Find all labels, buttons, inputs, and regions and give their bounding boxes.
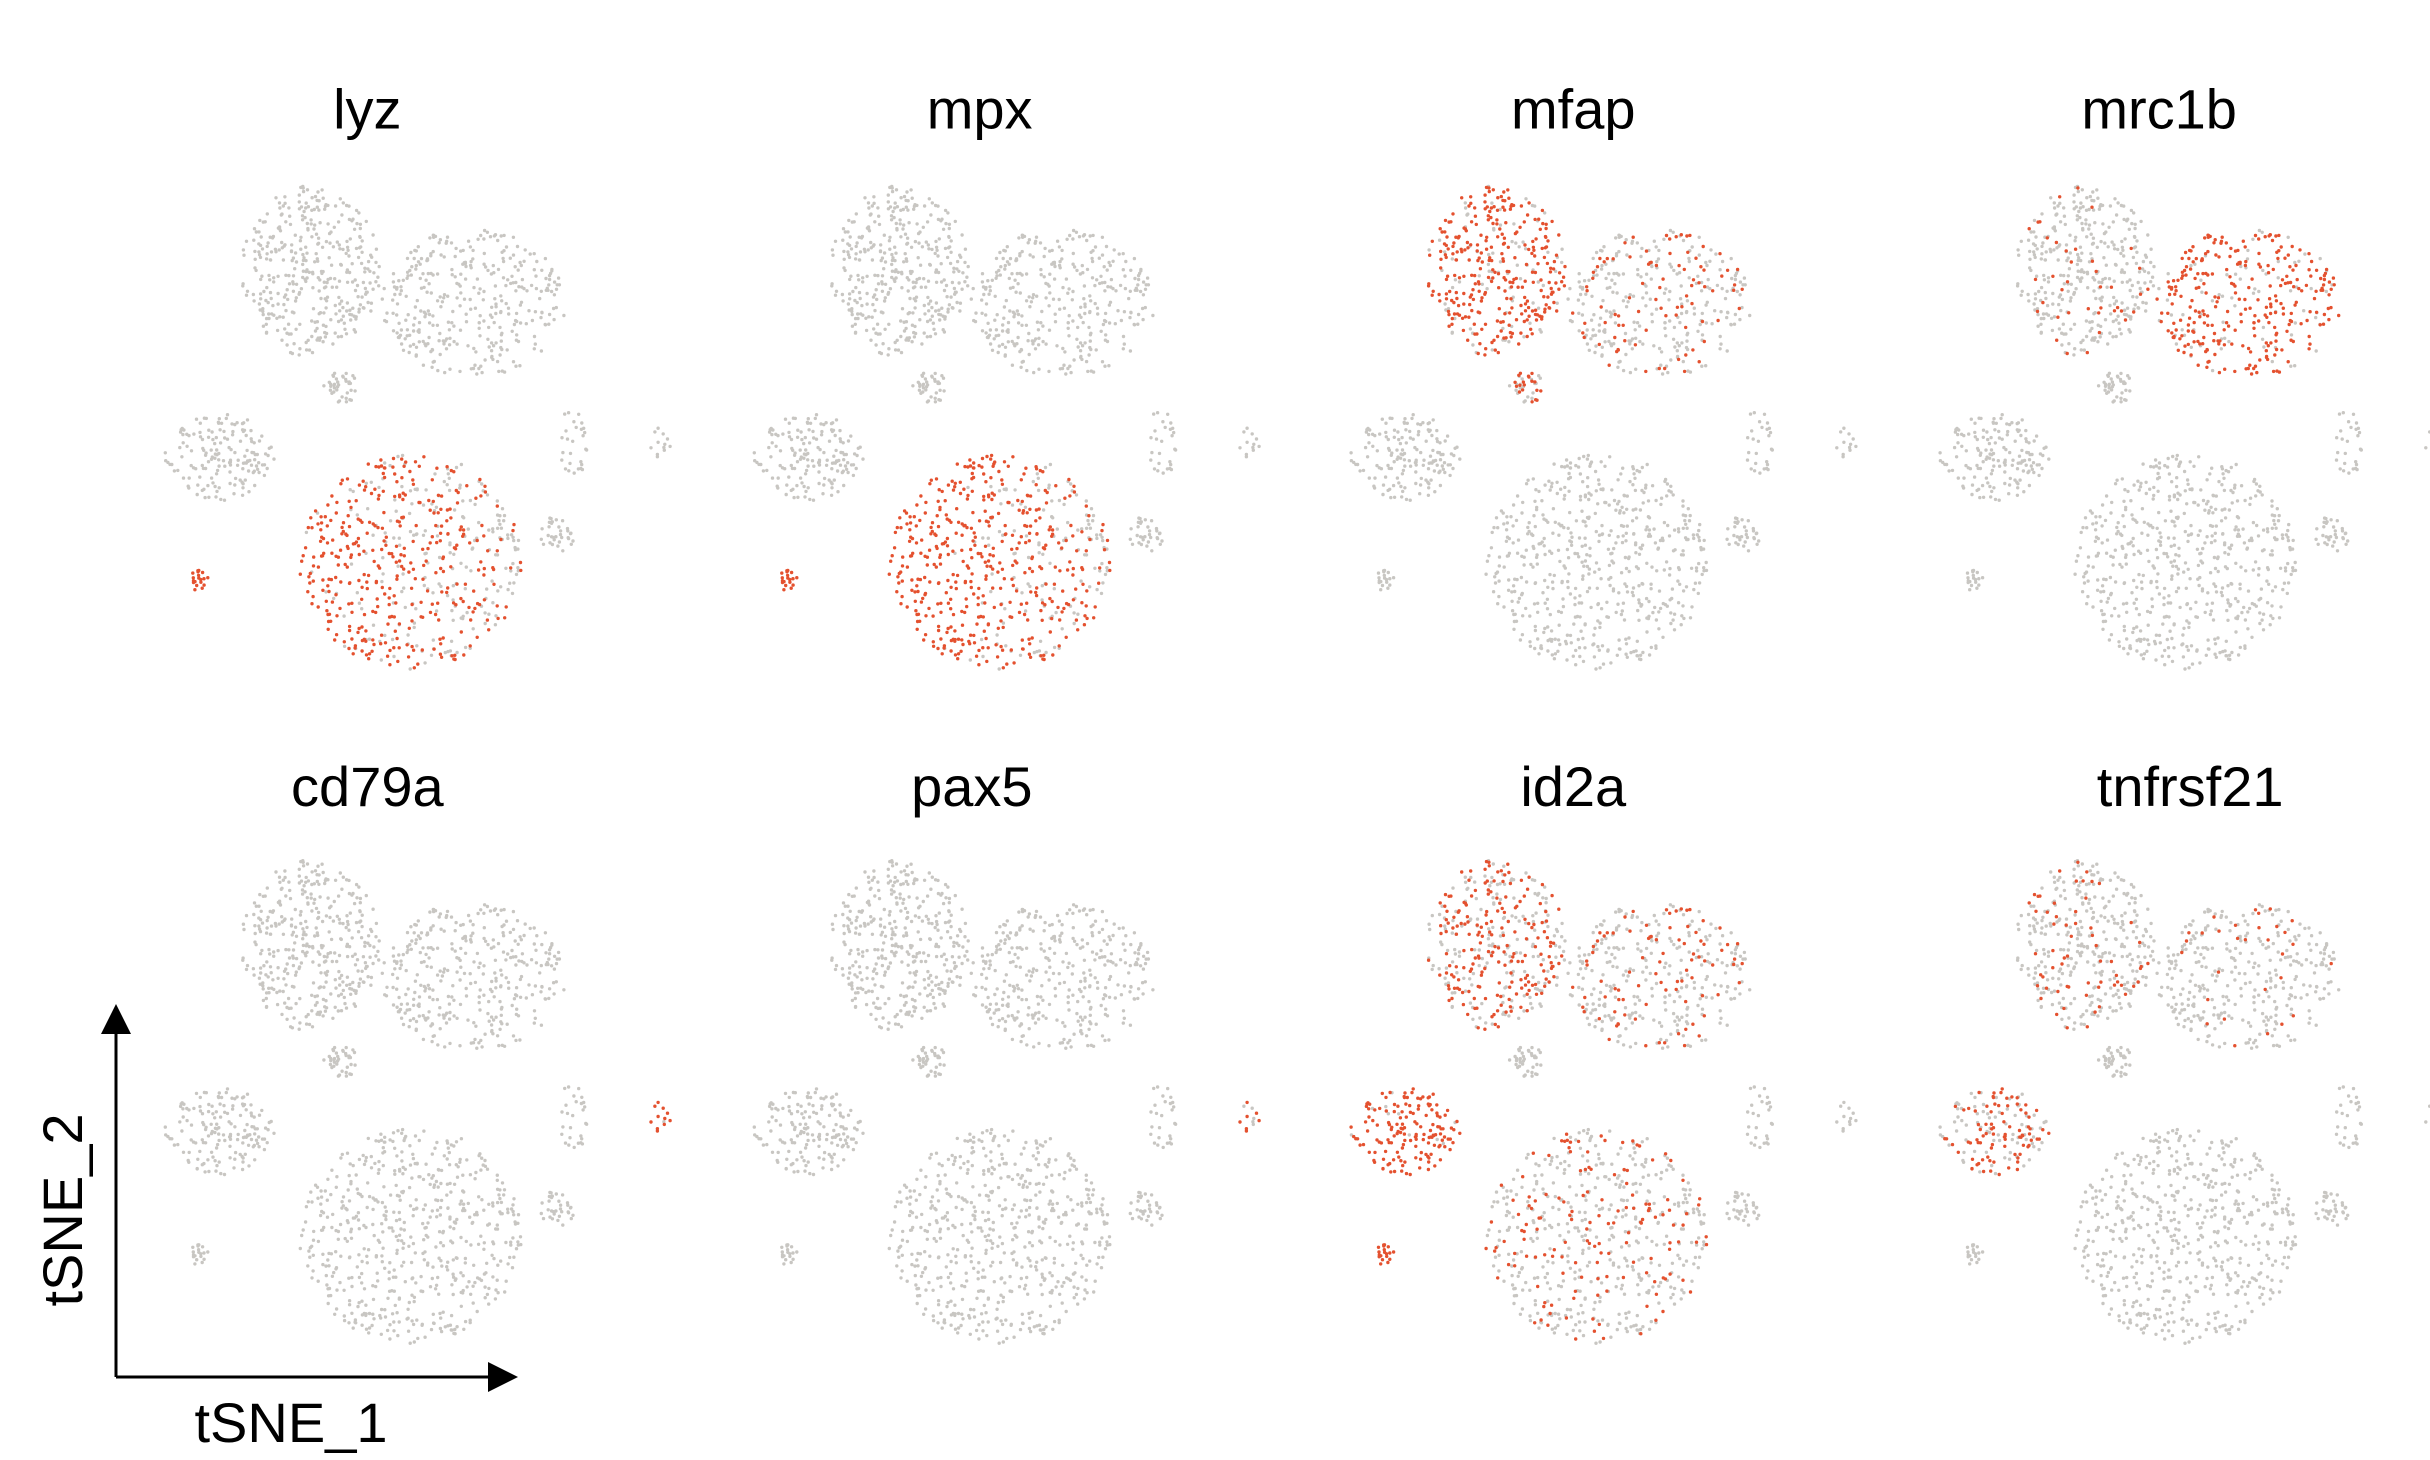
cells: [163, 184, 672, 671]
cells: [780, 453, 1112, 670]
feature-panel: pax5: [752, 755, 1261, 1345]
panel-title: cd79a: [291, 755, 444, 818]
cells: [649, 1100, 672, 1133]
panel-title: pax5: [911, 755, 1032, 818]
panel-title: mrc1b: [2081, 78, 2237, 141]
x-axis-label: tSNE_1: [195, 1391, 388, 1454]
point-clouds: lyz mpx mfap mrc1b cd79a pax5 id2a tnfrsf21: [163, 78, 2430, 1345]
cells: [1349, 859, 1858, 1345]
cells: [1238, 1100, 1261, 1133]
feature-panel: mrc1b: [1938, 78, 2430, 671]
cells: [1943, 860, 2333, 1177]
y-axis-label: tSNE_2: [31, 1114, 94, 1307]
cells: [163, 859, 666, 1345]
feature-panel: lyz: [163, 78, 672, 671]
panel-title: id2a: [1520, 755, 1627, 818]
cells: [191, 455, 523, 670]
cells: [752, 184, 1261, 671]
feature-panel: tnfrsf21: [1938, 755, 2430, 1345]
panel-title: lyz: [333, 78, 401, 141]
panel-title: mpx: [927, 78, 1033, 141]
panel-title: tnfrsf21: [2097, 755, 2284, 818]
cells: [1349, 184, 1858, 671]
panel-title: mfap: [1511, 78, 1636, 141]
cells: [1349, 859, 1744, 1341]
feature-panel: cd79a: [163, 755, 672, 1345]
cells: [2027, 186, 2341, 376]
cells: [1938, 184, 2430, 671]
feature-panel: mfap: [1349, 78, 1858, 671]
cells: [752, 859, 1256, 1345]
feature-panel: id2a: [1349, 755, 1858, 1345]
cells: [1426, 185, 1744, 404]
feature-panel: mpx: [752, 78, 1261, 671]
cells: [1938, 859, 2430, 1345]
